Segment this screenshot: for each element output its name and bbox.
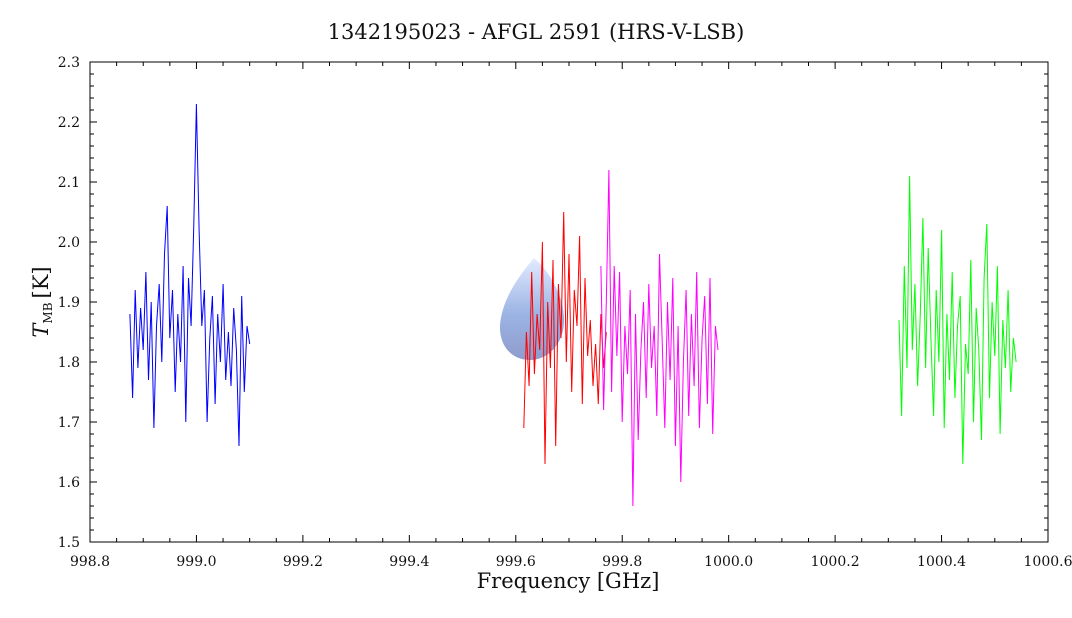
x-tick-label: 998.8 bbox=[70, 554, 110, 570]
series-line-1 bbox=[129, 103, 251, 447]
y-tick-label: 1.5 bbox=[58, 535, 80, 551]
x-tick-label: 1000.2 bbox=[811, 554, 860, 570]
chart-title: 1342195023 - AFGL 2591 (HRS-V-LSB) bbox=[328, 20, 745, 44]
x-tick-label: 1000.4 bbox=[917, 554, 966, 570]
y-axis-label-main: T bbox=[29, 322, 53, 338]
series-line-3 bbox=[600, 169, 719, 507]
y-tick-label: 1.6 bbox=[58, 475, 80, 491]
series-line-2 bbox=[523, 211, 607, 465]
plot-frame bbox=[89, 61, 1049, 543]
y-tick-label: 2.0 bbox=[58, 235, 80, 251]
x-axis-label: Frequency [GHz] bbox=[477, 569, 660, 593]
y-tick-label: 1.7 bbox=[58, 415, 80, 431]
tick-layer: 998.8 999.0 999.2 999.4 999.6 999.8 1000.0 1000… bbox=[58, 55, 1072, 570]
y-axis-label: TMB [K] bbox=[29, 266, 55, 337]
x-tick-label: 999.4 bbox=[389, 554, 429, 570]
y-tick-label: 1.9 bbox=[58, 295, 80, 311]
y-axis-label-subscript: MB bbox=[41, 302, 55, 323]
series-line-4 bbox=[898, 175, 1017, 465]
y-tick-label: 2.3 bbox=[58, 55, 80, 71]
x-tick-label: 999.6 bbox=[496, 554, 536, 570]
watermark-logo-shape bbox=[499, 258, 565, 360]
watermark-logo bbox=[499, 258, 565, 360]
y-axis-label-unit: [K] bbox=[29, 266, 53, 298]
x-tick-label: 999.8 bbox=[602, 554, 642, 570]
x-tick-label: 999.2 bbox=[283, 554, 323, 570]
y-tick-label: 1.8 bbox=[58, 355, 80, 371]
x-tick-label: 1000.0 bbox=[704, 554, 753, 570]
series-layer bbox=[129, 103, 1017, 507]
y-tick-label: 2.2 bbox=[58, 115, 80, 131]
y-tick-label: 2.1 bbox=[58, 175, 80, 191]
x-tick-label: 999.0 bbox=[176, 554, 216, 570]
x-tick-label: 1000.6 bbox=[1024, 554, 1072, 570]
